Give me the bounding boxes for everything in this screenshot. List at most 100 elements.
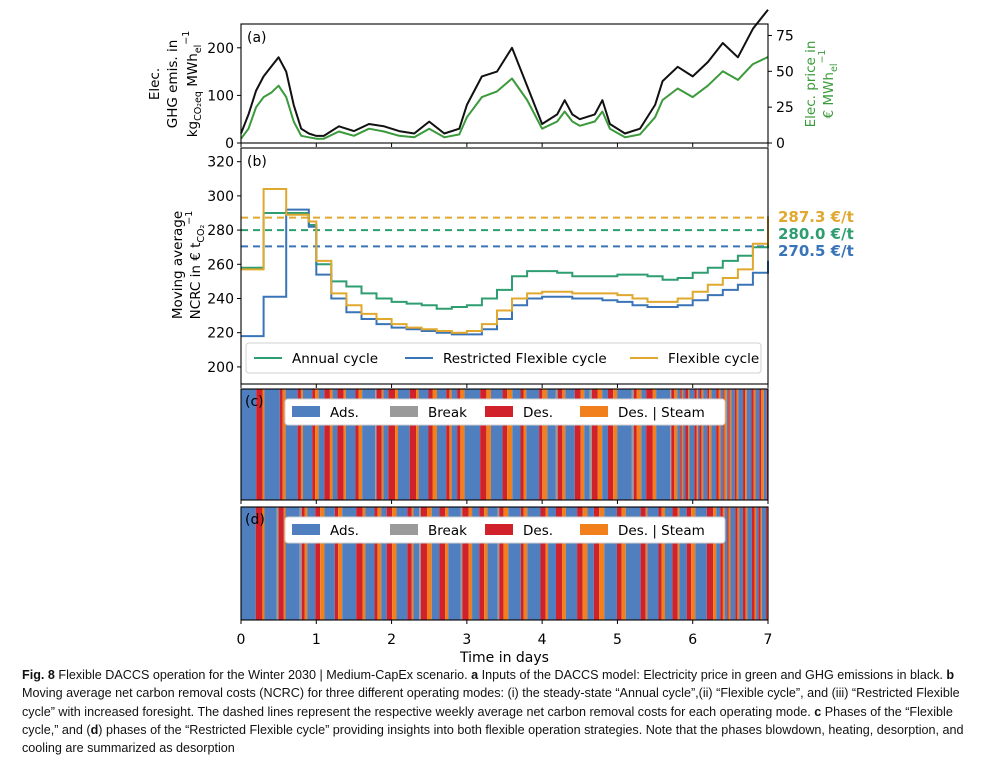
phase-segment: [502, 389, 508, 500]
panel-b-y-tick-label: 200: [207, 360, 234, 376]
phase-segment: [520, 389, 524, 500]
phase-segment: [736, 389, 739, 500]
time-tick-label: 6: [688, 632, 697, 648]
phase-segment: [742, 507, 746, 620]
phase-segment: [445, 507, 449, 620]
panel-b-legend: Annual cycle Restricted Flexible cycle Fle…: [245, 342, 762, 374]
panel-b-y-tick-label: 260: [207, 257, 234, 273]
phase-segment: [439, 507, 446, 620]
legend-label-0: Annual cycle: [292, 351, 378, 367]
panel-b-y-tick-label: 240: [207, 291, 234, 307]
phase-segment: [413, 507, 420, 620]
phase-segment: [565, 389, 575, 500]
phase-legend-label-0: Ads.: [330, 405, 359, 421]
phase-legend-swatch-0: [292, 524, 320, 535]
ncrc-series-line-2: [241, 188, 769, 334]
phase-segment: [503, 507, 509, 620]
phase-segment: [751, 507, 755, 620]
panel-a-left-tick-label: 0: [225, 136, 234, 152]
phase-segment: [507, 389, 513, 500]
average-value-label-0: 280.0 €/t: [778, 225, 854, 243]
phase-segment: [647, 507, 659, 620]
panel-a-left-tick-label: 200: [207, 41, 234, 57]
phase-segment: [730, 507, 736, 620]
panel-d-legend: Ads. Break Des. Des. | Steam: [284, 516, 726, 544]
phase-segment: [646, 389, 653, 500]
phase-segment: [688, 389, 690, 500]
phase-segment: [264, 507, 277, 620]
panel-a-right-tick-label: 50: [776, 64, 794, 80]
axis-label-part: € MWh: [821, 72, 837, 118]
phase-segment: [557, 389, 563, 500]
panel-b-y-tick-label: 280: [207, 223, 234, 239]
phase-segment: [374, 507, 378, 620]
phase-segment: [446, 389, 450, 500]
phase-segment: [497, 507, 500, 620]
phase-segment: [701, 389, 704, 500]
phase-segment: [672, 507, 678, 620]
electricity-price-line: [240, 56, 769, 140]
phase-segment: [769, 389, 770, 500]
panel-c-label: (c): [245, 394, 264, 410]
phase-segment: [299, 507, 302, 620]
phase-segment: [670, 389, 672, 500]
phase-segment: [468, 507, 473, 620]
panel-a-left-tick-label: 100: [207, 88, 234, 104]
phase-segment: [307, 507, 316, 620]
phase-segment: [574, 389, 581, 500]
phase-segment: [324, 507, 335, 620]
phase-segment: [695, 507, 707, 620]
phase-segment: [679, 507, 687, 620]
phase-segment: [315, 389, 319, 500]
caption-c-text: Phases of the “Flexible cycle,” and (: [22, 704, 953, 737]
phase-segment: [707, 389, 710, 500]
phase-segment: [580, 389, 585, 500]
axis-label-part: NCRC in € t: [188, 243, 204, 320]
phase-segment: [457, 389, 461, 500]
axis-label-sub: CO₂eq: [193, 91, 204, 121]
phase-legend-swatch-2: [485, 406, 513, 417]
phase-segment: [343, 389, 346, 500]
time-tick-label: 5: [613, 632, 622, 648]
phase-segment: [388, 389, 396, 500]
phase-segment: [754, 507, 757, 620]
phase-segment: [329, 389, 333, 500]
phase-segment: [356, 507, 363, 620]
phase-segment: [332, 389, 338, 500]
phase-segment: [512, 389, 521, 500]
time-tick-label: 3: [462, 632, 471, 648]
phase-segment: [735, 507, 738, 620]
phase-segment: [428, 389, 433, 500]
phase-segment: [711, 389, 717, 500]
phase-segment: [523, 507, 528, 620]
ncrc-series-line-1: [241, 208, 769, 338]
phase-segment: [241, 389, 257, 500]
phase-segment: [418, 389, 429, 500]
phase-segment: [674, 389, 678, 500]
phase-segment: [395, 389, 398, 500]
phase-segment: [540, 507, 546, 620]
caption-b-label: b: [946, 668, 955, 682]
phase-segment: [545, 507, 549, 620]
caption-fig-label: Fig. 8: [22, 668, 55, 682]
phase-segment: [472, 507, 480, 620]
phase-segment: [727, 507, 729, 620]
average-value-label-1: 270.5 €/t: [778, 242, 854, 260]
phase-segment: [661, 507, 665, 620]
phase-segment: [658, 507, 662, 620]
axis-label-sub: CO₂: [196, 224, 207, 242]
phase-segment: [345, 389, 356, 500]
phase-segment: [677, 507, 680, 620]
phase-segment: [300, 389, 303, 500]
phase-segment: [487, 507, 498, 620]
phase-segment: [431, 507, 440, 620]
phase-segment: [499, 507, 504, 620]
phase-segment: [304, 507, 308, 620]
phase-segment: [761, 507, 767, 620]
phase-segment: [484, 507, 488, 620]
phase-segment: [542, 389, 548, 500]
phase-segment: [751, 389, 754, 500]
phase-segment: [718, 389, 721, 500]
